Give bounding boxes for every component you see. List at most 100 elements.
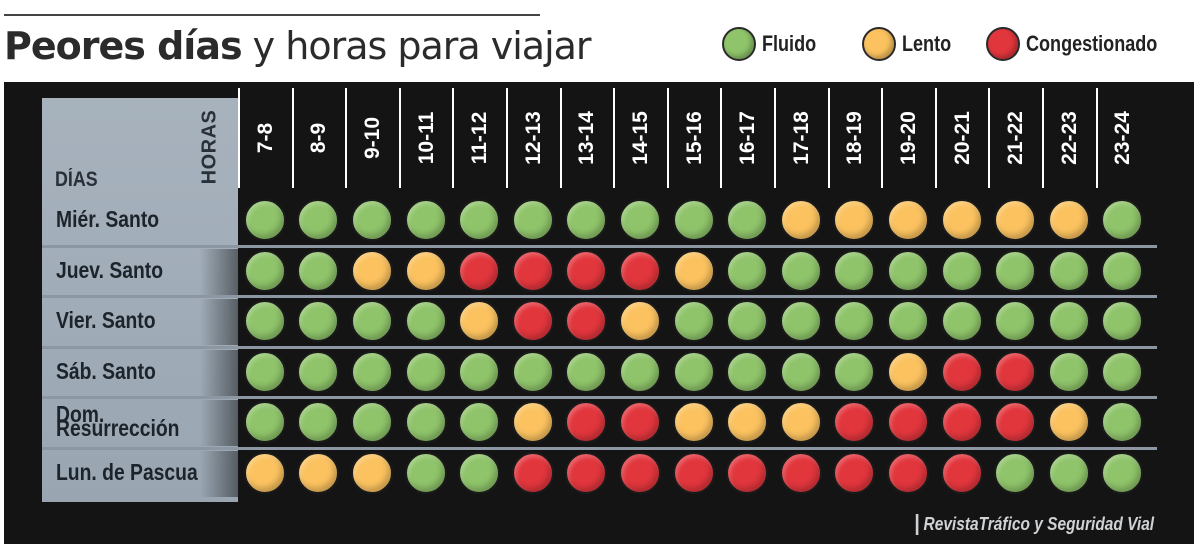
- legend: Fluido Lento Congestionado: [0, 24, 1200, 64]
- day-label-lun-de-pascua: Lun. de Pascua: [56, 460, 206, 483]
- hours-axis-text: HORAS: [198, 109, 221, 185]
- status-dot-sab-santo-17-18: [779, 350, 822, 393]
- status-dot-juev-santo-7-8: [243, 249, 286, 292]
- hour-header-9-10: 9-10: [345, 88, 399, 188]
- status-dot-lun-de-pascua-20-21: [940, 451, 983, 494]
- source-credit: RevistaTráfico y Seguridad Vial: [915, 514, 1154, 535]
- status-dot-sab-santo-8-9: [297, 350, 340, 393]
- status-dot-lun-de-pascua-17-18: [779, 451, 822, 494]
- status-dot-juev-santo-14-15: [619, 249, 661, 292]
- status-dot-dom-resurreccion-12-13: [511, 401, 554, 444]
- day-label-line: Resurrección: [56, 415, 180, 442]
- day-label-line: Vier. Santo: [56, 307, 156, 334]
- status-dot-lun-de-pascua-9-10: [351, 451, 393, 494]
- status-dot-vier-santo-23-24: [1101, 300, 1144, 343]
- hour-tick-label: 15-16: [682, 111, 706, 165]
- status-dot-vier-santo-13-14: [565, 300, 608, 343]
- hour-header-20-21: 20-21: [934, 88, 989, 188]
- hour-header-23-24: 23-24: [1095, 88, 1150, 188]
- day-label-line: Sáb. Santo: [56, 357, 156, 384]
- hour-header-12-13: 12-13: [506, 88, 560, 188]
- row-separator: [42, 295, 1157, 298]
- row-separator: [42, 345, 1157, 349]
- row-separator: [42, 446, 1157, 450]
- legend-item-fluido: Fluido: [722, 24, 828, 64]
- legend-label-fluido: Fluido: [762, 31, 817, 56]
- day-label-shade: [200, 450, 238, 497]
- status-dot-mier-santo-15-16: [672, 199, 715, 242]
- day-label-juev-santo: Juev. Santo: [56, 258, 206, 281]
- hour-header-19-20: 19-20: [881, 88, 935, 188]
- status-dot-vier-santo-15-16: [672, 300, 715, 343]
- status-dot-lun-de-pascua-10-11: [404, 451, 447, 494]
- hour-header-21-22: 21-22: [988, 88, 1042, 188]
- status-dot-juev-santo-8-9: [297, 249, 340, 292]
- status-dot-lun-de-pascua-14-15: [619, 451, 661, 494]
- status-dot-sab-santo-7-8: [243, 350, 286, 393]
- legend-swatch-lento: [862, 27, 896, 61]
- day-label-mier-santo: Miér. Santo: [56, 206, 206, 233]
- status-dot-mier-santo-17-18: [779, 199, 822, 242]
- status-dot-vier-santo-18-19: [833, 300, 876, 343]
- day-label-line: Miér. Santo: [56, 206, 160, 233]
- hour-tick-label: 21-22: [1004, 111, 1028, 165]
- day-label-line: Dom.: [56, 401, 105, 428]
- legend-label-lento: Lento: [902, 31, 952, 56]
- status-dot-vier-santo-7-8: [243, 300, 286, 343]
- status-dot-juev-santo-10-11: [404, 249, 447, 292]
- hour-tick-label: 11-12: [468, 111, 492, 165]
- title-light: y horas para viajar: [252, 24, 592, 68]
- status-dot-mier-santo-13-14: [565, 199, 608, 242]
- hour-tick-label: 9-10: [360, 116, 384, 160]
- status-dot-mier-santo-20-21: [940, 199, 983, 242]
- status-dot-dom-resurreccion-7-8: [243, 401, 286, 444]
- hour-header-8-9: 8-9: [291, 88, 346, 188]
- title-bold: Peores días: [4, 24, 243, 68]
- hour-header-10-11: 10-11: [398, 88, 453, 188]
- status-dot-mier-santo-10-11: [404, 199, 447, 242]
- status-dot-dom-resurreccion-15-16: [672, 401, 715, 444]
- status-dot-sab-santo-11-12: [458, 350, 501, 393]
- status-dot-lun-de-pascua-22-23: [1047, 451, 1090, 494]
- hour-header-15-16: 15-16: [666, 88, 721, 188]
- chart-title: Peores días y horas para viajar: [4, 20, 592, 72]
- status-dot-vier-santo-19-20: [887, 300, 929, 343]
- status-dot-juev-santo-12-13: [511, 249, 554, 292]
- hour-tick-label: 19-20: [896, 111, 920, 165]
- status-dot-sab-santo-18-19: [833, 350, 876, 393]
- status-dot-mier-santo-18-19: [833, 199, 876, 242]
- status-dot-vier-santo-12-13: [511, 300, 554, 343]
- legend-label-congestionado: Congestionado: [1026, 31, 1158, 56]
- status-dot-mier-santo-21-22: [994, 199, 1037, 242]
- hour-header-17-18: 17-18: [774, 88, 828, 188]
- hour-tick-label: 8-9: [307, 122, 331, 154]
- status-dot-sab-santo-12-13: [511, 350, 554, 393]
- hour-header-13-14: 13-14: [559, 88, 614, 188]
- status-dot-mier-santo-12-13: [511, 199, 554, 242]
- status-dot-sab-santo-14-15: [619, 350, 661, 393]
- status-dot-dom-resurreccion-18-19: [833, 401, 876, 444]
- status-dot-vier-santo-8-9: [297, 300, 340, 343]
- hour-tick-label: 20-21: [950, 111, 974, 165]
- hour-tick-label: 10-11: [414, 111, 438, 165]
- day-label-shade: [200, 299, 238, 345]
- hour-tick-label: 14-15: [628, 111, 652, 165]
- days-panel: [42, 98, 238, 502]
- day-label-shade: [200, 248, 238, 295]
- hour-tick-label: 16-17: [736, 111, 760, 165]
- status-dot-lun-de-pascua-16-17: [726, 451, 769, 494]
- status-dot-lun-de-pascua-21-22: [994, 451, 1037, 494]
- status-dot-lun-de-pascua-12-13: [511, 451, 554, 494]
- status-dot-vier-santo-20-21: [940, 300, 983, 343]
- legend-swatch-congestionado: [986, 27, 1020, 61]
- hour-tick-label: 7-8: [253, 122, 277, 154]
- status-dot-juev-santo-21-22: [994, 249, 1037, 292]
- day-label-shade: [200, 400, 238, 446]
- status-dot-sab-santo-20-21: [940, 350, 983, 393]
- title-rule: [4, 14, 540, 16]
- status-dot-juev-santo-17-18: [779, 249, 822, 292]
- status-dot-lun-de-pascua-18-19: [833, 451, 876, 494]
- status-dot-mier-santo-23-24: [1101, 199, 1144, 242]
- status-dot-lun-de-pascua-13-14: [565, 451, 608, 494]
- status-dot-juev-santo-16-17: [726, 249, 769, 292]
